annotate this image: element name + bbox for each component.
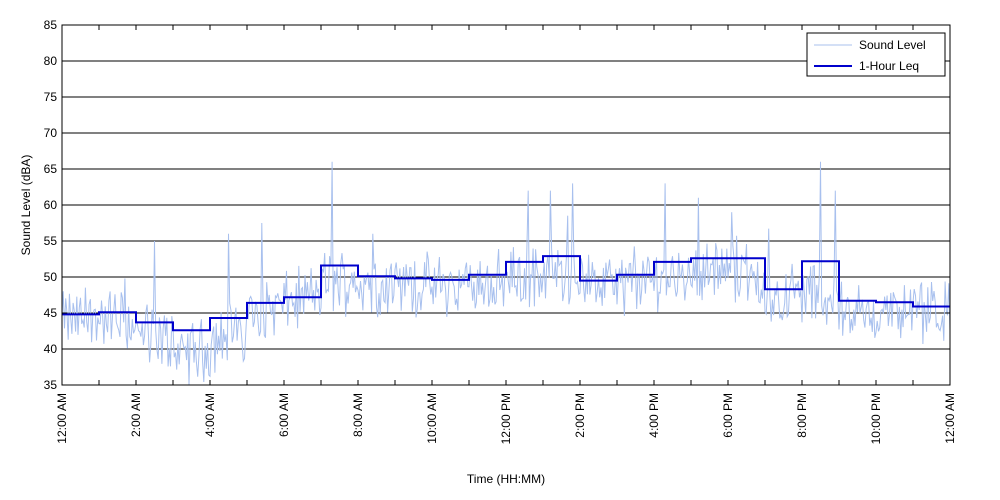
legend: Sound Level 1-Hour Leq [806, 32, 946, 77]
y-tick-label: 50 [44, 270, 58, 284]
y-tick-label: 85 [44, 18, 58, 32]
legend-label-sound-level: Sound Level [859, 38, 926, 52]
leq-step-line [62, 255, 950, 332]
x-tick-label: 6:00 PM [721, 393, 735, 438]
y-tick-label: 40 [44, 342, 58, 356]
y-tick-label: 45 [44, 306, 58, 320]
leq-series [62, 255, 950, 332]
x-tick-label: 12:00 PM [499, 393, 513, 444]
x-tick-labels: 12:00 AM 2:00 AM 4:00 AM 6:00 AM 8:00 AM 10:0… [55, 393, 957, 444]
y-tick-label: 75 [44, 90, 58, 104]
y-tick-label: 35 [44, 378, 58, 392]
grid-lines [62, 60, 950, 350]
x-tick-label: 4:00 PM [647, 393, 661, 438]
x-tick-label: 8:00 PM [795, 393, 809, 438]
legend-label-leq: 1-Hour Leq [859, 59, 919, 73]
legend-box [806, 32, 946, 77]
x-tick-label: 10:00 AM [425, 393, 439, 444]
x-tick-label: 12:00 AM [55, 393, 69, 444]
y-tick-labels: 35 40 45 50 55 60 65 70 75 80 85 [44, 18, 58, 392]
y-tick-label: 65 [44, 162, 58, 176]
x-tick-label: 4:00 AM [203, 393, 217, 437]
y-tick-label: 70 [44, 126, 58, 140]
y-tick-label: 80 [44, 54, 58, 68]
axis-ticks [61, 24, 951, 386]
x-tick-label: 12:00 AM [943, 393, 957, 444]
y-axis-label: Sound Level (dBA) [19, 155, 33, 256]
y-tick-label: 55 [44, 234, 58, 248]
x-tick-label: 10:00 PM [869, 393, 883, 444]
y-tick-label: 60 [44, 198, 58, 212]
x-tick-label: 2:00 PM [573, 393, 587, 438]
x-tick-label: 8:00 AM [351, 393, 365, 437]
x-tick-label: 6:00 AM [277, 393, 291, 437]
x-tick-label: 2:00 AM [129, 393, 143, 437]
x-axis-label: Time (HH:MM) [467, 472, 545, 486]
